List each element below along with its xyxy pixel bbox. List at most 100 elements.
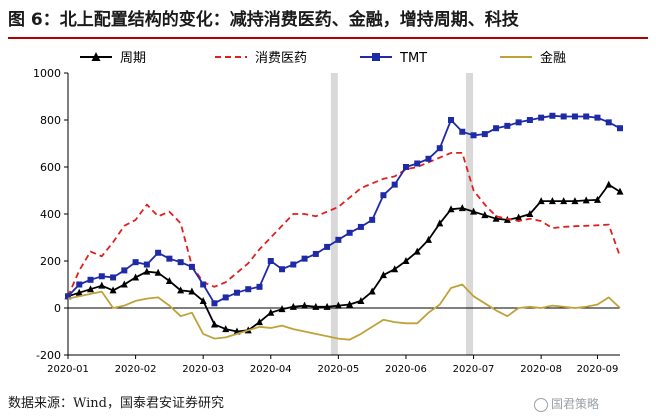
data-point [582, 196, 590, 204]
data-point [470, 132, 477, 139]
x-tick-label: 2020-02 [115, 364, 157, 375]
title-underline [8, 37, 648, 39]
data-point [312, 302, 320, 310]
series-line-0 [67, 183, 621, 333]
data-point [413, 247, 421, 255]
data-point [289, 302, 297, 310]
data-point [301, 301, 309, 309]
chart-legend: 周期 消费医药 TMT 金融 [80, 50, 566, 66]
data-point [188, 287, 196, 295]
series-line-2 [67, 114, 621, 305]
data-point [143, 261, 150, 268]
data-point [210, 320, 218, 328]
watermark-text: 国君策略 [551, 397, 600, 411]
data-point [165, 276, 173, 284]
y-tick-label: 1000 [33, 67, 61, 80]
data-point [211, 300, 218, 307]
series-lines [64, 112, 624, 341]
data-point [605, 180, 613, 188]
chart-axes: -200 0 200 400 600 800 1000 2020-01 2020-02 2020-… [33, 67, 620, 375]
data-point [402, 257, 410, 264]
data-point [132, 273, 140, 281]
data-point [222, 325, 230, 333]
data-point [526, 210, 534, 217]
data-point [526, 117, 533, 123]
y-tick-label: 200 [40, 255, 61, 268]
data-point [65, 293, 71, 300]
data-point [571, 113, 578, 120]
data-point [256, 283, 263, 290]
x-tick-label: 2020-04 [250, 364, 292, 375]
data-point [414, 160, 421, 167]
data-point [424, 235, 432, 243]
data-point [98, 281, 106, 289]
data-point [593, 195, 601, 203]
data-point [560, 113, 567, 120]
data-point [470, 207, 478, 215]
data-point [279, 266, 286, 273]
x-tick-label: 2020-06 [385, 364, 427, 375]
y-tick-label: 800 [40, 114, 61, 127]
data-point [267, 258, 274, 264]
data-point [256, 318, 264, 326]
data-point [143, 267, 151, 275]
x-tick-label: 2020-03 [182, 364, 224, 375]
data-point [515, 119, 522, 126]
data-point [380, 192, 387, 199]
data-point [357, 296, 365, 304]
x-tick-label: 2020-08 [520, 364, 562, 375]
data-point [571, 197, 579, 205]
data-point [594, 114, 601, 121]
data-point [87, 285, 95, 293]
y-tick-label: 0 [54, 302, 61, 315]
x-tick-label: 2020-05 [317, 364, 359, 375]
data-point [537, 197, 545, 205]
data-point [583, 113, 590, 120]
data-point [548, 197, 556, 205]
data-point [436, 219, 444, 227]
data-point [436, 145, 443, 152]
data-point [166, 255, 173, 262]
data-point [110, 274, 117, 281]
data-point [334, 301, 342, 309]
data-point [222, 294, 229, 301]
y-tick-label: 600 [40, 161, 61, 174]
data-point [402, 164, 409, 170]
legend-label-3: 金融 [540, 50, 566, 66]
publisher-watermark: 国君策略 [534, 395, 599, 412]
legend-marker [372, 53, 380, 61]
data-point [200, 281, 207, 288]
legend-label-2: TMT [399, 51, 427, 66]
data-point [245, 286, 252, 293]
data-point [369, 216, 376, 223]
y-tick-label: 400 [40, 208, 61, 221]
data-point [368, 287, 376, 295]
data-point [267, 308, 275, 316]
data-point [447, 205, 455, 213]
legend-label-1: 消费医药 [255, 51, 307, 66]
data-point [459, 128, 466, 135]
data-point [458, 204, 466, 212]
data-point [448, 117, 455, 123]
data-point [379, 271, 387, 279]
line-chart: -200 0 200 400 600 800 1000 2020-01 2020-02 2020-… [33, 50, 624, 375]
data-source-note: 数据来源：Wind，国泰君安证券研究 [8, 396, 224, 411]
x-tick-label: 2020-09 [577, 364, 619, 375]
data-point [290, 261, 297, 268]
data-point [346, 300, 354, 308]
data-point [425, 155, 432, 162]
data-point [504, 122, 511, 129]
data-point [76, 281, 83, 288]
data-point [75, 288, 83, 296]
series-line-1 [67, 152, 621, 297]
data-point [335, 236, 342, 243]
data-point [617, 125, 623, 132]
data-point [98, 273, 105, 280]
legend-marker [91, 52, 101, 61]
data-point [346, 229, 353, 236]
data-point [233, 289, 240, 296]
data-point [120, 280, 128, 288]
data-point [492, 214, 500, 222]
data-point [560, 197, 568, 205]
data-point [199, 296, 207, 304]
